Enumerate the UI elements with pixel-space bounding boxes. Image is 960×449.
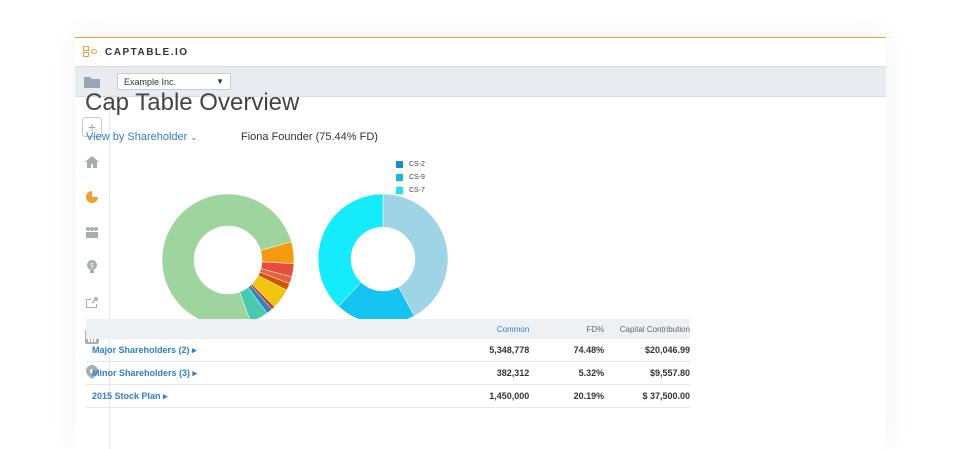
legend-item: CS-7 — [396, 184, 425, 197]
logo[interactable]: CAPTABLE.IO — [83, 46, 189, 58]
row-common: 382,312 — [496, 368, 530, 378]
top-bar: CAPTABLE.IO — [75, 38, 886, 66]
chevron-down-icon: ⌄ — [190, 133, 198, 142]
company-select[interactable]: Example Inc. ▼ — [117, 73, 231, 90]
chevron-down-icon: ▼ — [216, 77, 224, 86]
lightbulb-icon[interactable]: $ — [82, 257, 102, 277]
header-fd[interactable]: FD% — [586, 324, 605, 334]
row-fd: 5.32% — [578, 368, 605, 378]
row-capital: $20,046.99 — [644, 345, 690, 355]
holder-detail-donut-chart — [317, 193, 449, 325]
app-window: CAPTABLE.IO Example Inc. ▼ + $ — [75, 37, 886, 449]
chart-legend: CS-2 CS-9 CS-7 — [396, 158, 425, 197]
location-icon[interactable] — [82, 362, 102, 382]
legend-item: CS-9 — [396, 171, 425, 184]
legend-swatch — [396, 174, 403, 181]
legend-swatch — [396, 187, 403, 194]
donut-segment[interactable] — [161, 193, 292, 327]
legend-item: CS-2 — [396, 158, 425, 171]
company-select-value: Example Inc. — [124, 76, 177, 87]
home-icon[interactable] — [82, 152, 102, 172]
view-by-dropdown[interactable]: View by Shareholder ⌄ — [86, 131, 197, 143]
row-common: 5,348,778 — [489, 345, 530, 355]
table-header: Common FD% Capital Contribution — [86, 319, 690, 339]
pie-chart-icon[interactable] — [82, 187, 102, 207]
donut-segment[interactable] — [382, 193, 449, 317]
legend-label: CS-7 — [409, 187, 425, 194]
selected-holder-label: Fiona Founder (75.44% FD) — [241, 131, 378, 143]
row-name-link[interactable]: Major Shareholders (2) ▸ — [92, 344, 197, 355]
header-capital-contribution[interactable]: Capital Contribution — [619, 324, 690, 334]
legend-label: CS-2 — [409, 161, 425, 168]
logo-text: CAPTABLE.IO — [105, 46, 189, 58]
header-common[interactable]: Common — [496, 324, 530, 334]
svg-text:$: $ — [90, 264, 94, 270]
row-capital: $9,557.80 — [649, 368, 690, 378]
table-row[interactable]: 2015 Stock Plan ▸ 1,450,000 20.19% $ 37,… — [86, 385, 690, 408]
cap-table: Common FD% Capital Contribution Major Sh… — [86, 319, 690, 408]
sidebar: + $ — [75, 97, 110, 449]
table-row[interactable]: Minor Shareholders (3) ▸ 382,312 5.32% $… — [86, 362, 690, 385]
shareholder-donut-chart — [161, 193, 295, 327]
row-capital: $ 37,500.00 — [642, 391, 690, 401]
table-row[interactable]: Major Shareholders (2) ▸ 5,348,778 74.48… — [86, 339, 690, 362]
share-icon[interactable] — [82, 292, 102, 312]
row-common: 1,450,000 — [489, 391, 530, 401]
donut-segment[interactable] — [239, 287, 268, 323]
folder-icon[interactable] — [83, 74, 101, 90]
plus-icon[interactable]: + — [82, 117, 102, 137]
logo-mark-icon — [83, 46, 101, 58]
page-title: Cap Table Overview — [85, 89, 300, 116]
view-by-label: View by Shareholder — [86, 131, 188, 143]
legend-swatch — [396, 161, 403, 168]
row-name-link[interactable]: 2015 Stock Plan ▸ — [92, 390, 168, 401]
legend-label: CS-9 — [409, 174, 425, 181]
people-icon[interactable] — [82, 222, 102, 242]
row-fd: 74.48% — [573, 345, 605, 355]
toolbar: Example Inc. ▼ — [75, 66, 886, 97]
row-fd: 20.19% — [573, 391, 605, 401]
row-name-link[interactable]: Minor Shareholders (3) ▸ — [92, 367, 198, 378]
donut-segment[interactable] — [317, 193, 384, 307]
